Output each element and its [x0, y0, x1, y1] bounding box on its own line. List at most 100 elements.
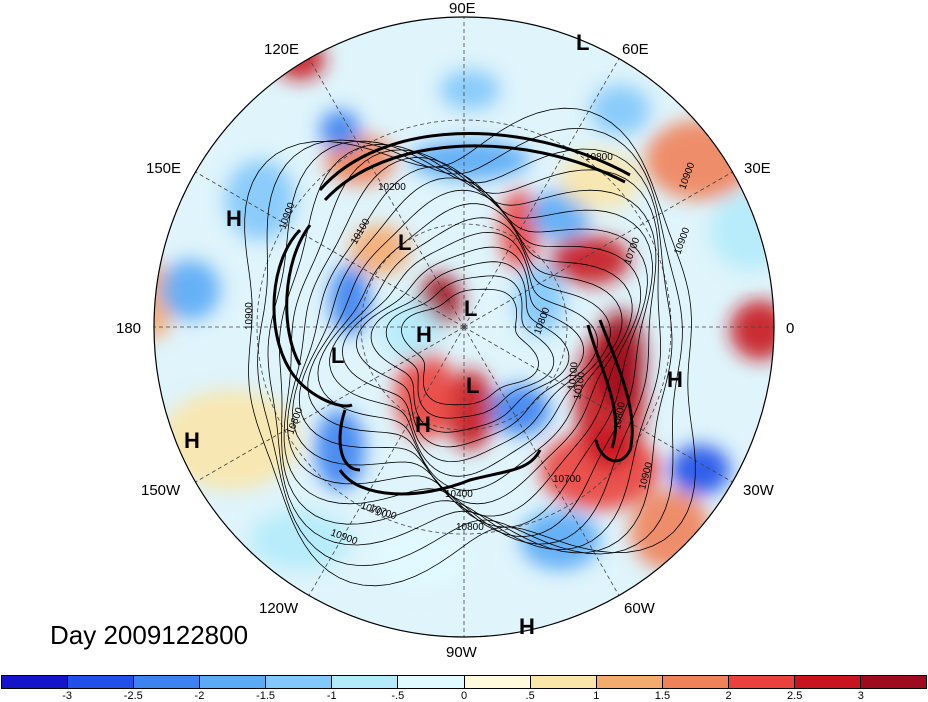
contour-label: 10200: [378, 182, 406, 193]
colorbar-swatch: [728, 676, 795, 688]
anomaly-field: [154, 17, 774, 637]
anomaly-patch: [670, 445, 730, 495]
pressure-center-high: H: [416, 322, 432, 347]
colorbar-tick-label: 0: [460, 690, 468, 702]
meridian-line: [463, 58, 620, 328]
anomaly-patch: [330, 265, 370, 335]
meridian-line: [463, 326, 620, 596]
contour-label: 10900: [244, 302, 255, 330]
colorbar-swatch: [596, 676, 663, 688]
jet-contour: [323, 144, 626, 202]
height-contour: [355, 246, 585, 448]
colorbar-tick-label: 2.5: [787, 690, 803, 702]
lon-label-180: 180: [116, 320, 142, 337]
pressure-center-low: L: [331, 343, 345, 368]
lon-label-150w: 150W: [141, 482, 181, 499]
anomaly-patch: [440, 70, 500, 110]
height-contour: [298, 177, 642, 517]
colorbar-swatch: [266, 676, 333, 688]
colorbar-swatch: [134, 676, 201, 688]
height-contour: [267, 140, 673, 554]
lon-label-150e: 150E: [146, 160, 182, 177]
meridian-line: [308, 326, 465, 596]
height-contour: [385, 275, 555, 419]
height-contour: [292, 166, 648, 528]
lon-label-60e: 60E: [622, 41, 649, 58]
colorbar-tick-label: -1.5: [256, 690, 276, 702]
height-contour: [329, 217, 611, 477]
height-contour: [370, 261, 570, 433]
colorbar: [1, 675, 927, 689]
anomaly-patch: [160, 390, 300, 490]
colorbar-swatch: [464, 676, 531, 688]
colorbar-tick-label: -2: [194, 690, 205, 702]
jet-stream-contours: [272, 131, 634, 496]
anomaly-patch: [225, 160, 295, 240]
contour-label: 10800: [456, 522, 484, 533]
date-title: Day 2009122800: [50, 620, 249, 650]
lon-label-0: 0: [786, 320, 795, 337]
pressure-center-high: H: [667, 367, 683, 392]
colorbar-tick-label: 2: [725, 690, 732, 702]
colorbar-swatch: [861, 676, 927, 688]
colorbar-swatch: [2, 676, 69, 688]
pressure-center-high: H: [226, 206, 242, 231]
anomaly-patch: [730, 300, 774, 360]
pressure-center-low: L: [576, 30, 590, 55]
contour-label: 10400: [445, 489, 473, 500]
anomaly-patch: [380, 300, 440, 360]
contour-label: 10100: [567, 361, 580, 390]
height-contour: [401, 288, 539, 406]
colorbar-tick-label: -1: [326, 690, 337, 702]
anomaly-patch: [560, 150, 640, 210]
height-contour: [287, 157, 653, 537]
anomaly-patch: [550, 235, 630, 285]
jet-contour: [285, 224, 312, 366]
pressure-center-low: L: [466, 373, 480, 398]
colorbar-swatch: [530, 676, 597, 688]
colorbar-tick-label: 1.5: [654, 690, 671, 702]
colorbar-tick-label: -2.5: [123, 690, 143, 702]
anomaly-patch: [490, 385, 550, 435]
colorbar-tick-label: 1: [593, 690, 600, 702]
lon-label-90w: 90W: [446, 644, 477, 661]
jet-contour: [586, 324, 618, 449]
colorbar-tick-label: .5: [525, 690, 535, 702]
pressure-center-high: H: [184, 428, 200, 453]
pressure-center-low: L: [398, 230, 412, 255]
colorbar-tick-label: -3: [62, 690, 73, 702]
colorbar-swatch: [662, 676, 729, 688]
anomaly-patch: [370, 530, 470, 590]
jet-contour: [318, 131, 631, 191]
jet-contour: [594, 319, 634, 463]
anomaly-patch: [660, 590, 740, 637]
colorbar-swatch: [398, 676, 465, 688]
colorbar-tick-label: 3: [857, 690, 864, 702]
pressure-center-high: H: [415, 412, 431, 437]
height-contour: [341, 231, 599, 463]
lon-label-120w: 120W: [259, 600, 299, 617]
anomaly-patch: [520, 510, 600, 570]
meridian-line: [195, 171, 465, 328]
meridian-line: [463, 171, 733, 328]
height-contour: [257, 127, 683, 567]
colorbar-swatch: [332, 676, 399, 688]
height-contour: [317, 203, 623, 491]
colorbar-swatch: [68, 676, 135, 688]
lon-label-90e: 90E: [449, 0, 476, 17]
anomaly-patch: [320, 110, 360, 150]
pressure-center-low: L: [464, 296, 478, 321]
pressure-center-high: H: [519, 614, 535, 639]
anomaly-patch: [645, 120, 755, 200]
meridian-line: [195, 326, 465, 483]
colorbar-swatch: [200, 676, 267, 688]
meridian-line: [463, 326, 733, 483]
contour-label: 10800: [585, 152, 613, 163]
jet-contour: [272, 228, 353, 408]
anomaly-patch: [350, 225, 410, 275]
lon-label-30e: 30E: [744, 160, 771, 177]
contour-label: 10700: [553, 474, 581, 485]
anomaly-patch: [160, 260, 220, 320]
contour-label: 10800: [612, 401, 628, 431]
